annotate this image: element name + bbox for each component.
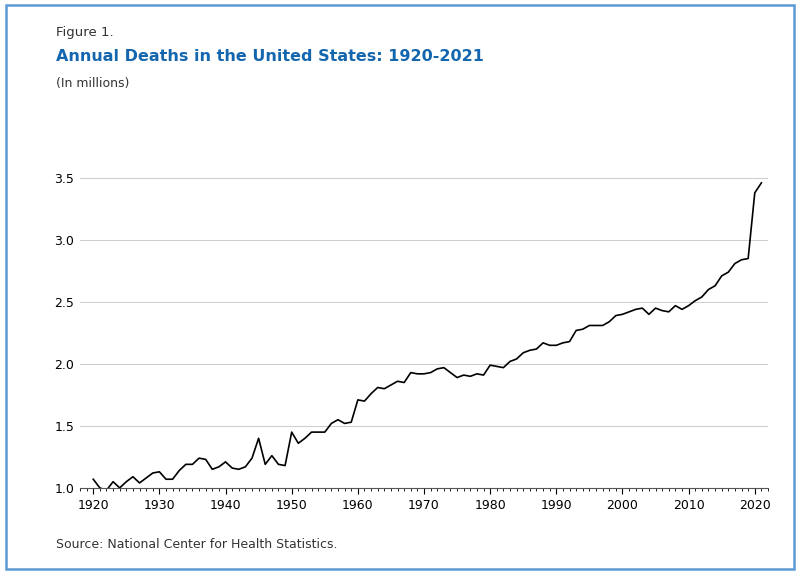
- Text: Figure 1.: Figure 1.: [56, 26, 114, 39]
- Text: (In millions): (In millions): [56, 77, 130, 91]
- Text: Source: National Center for Health Statistics.: Source: National Center for Health Stati…: [56, 538, 338, 551]
- Text: Annual Deaths in the United States: 1920-2021: Annual Deaths in the United States: 1920…: [56, 49, 484, 64]
